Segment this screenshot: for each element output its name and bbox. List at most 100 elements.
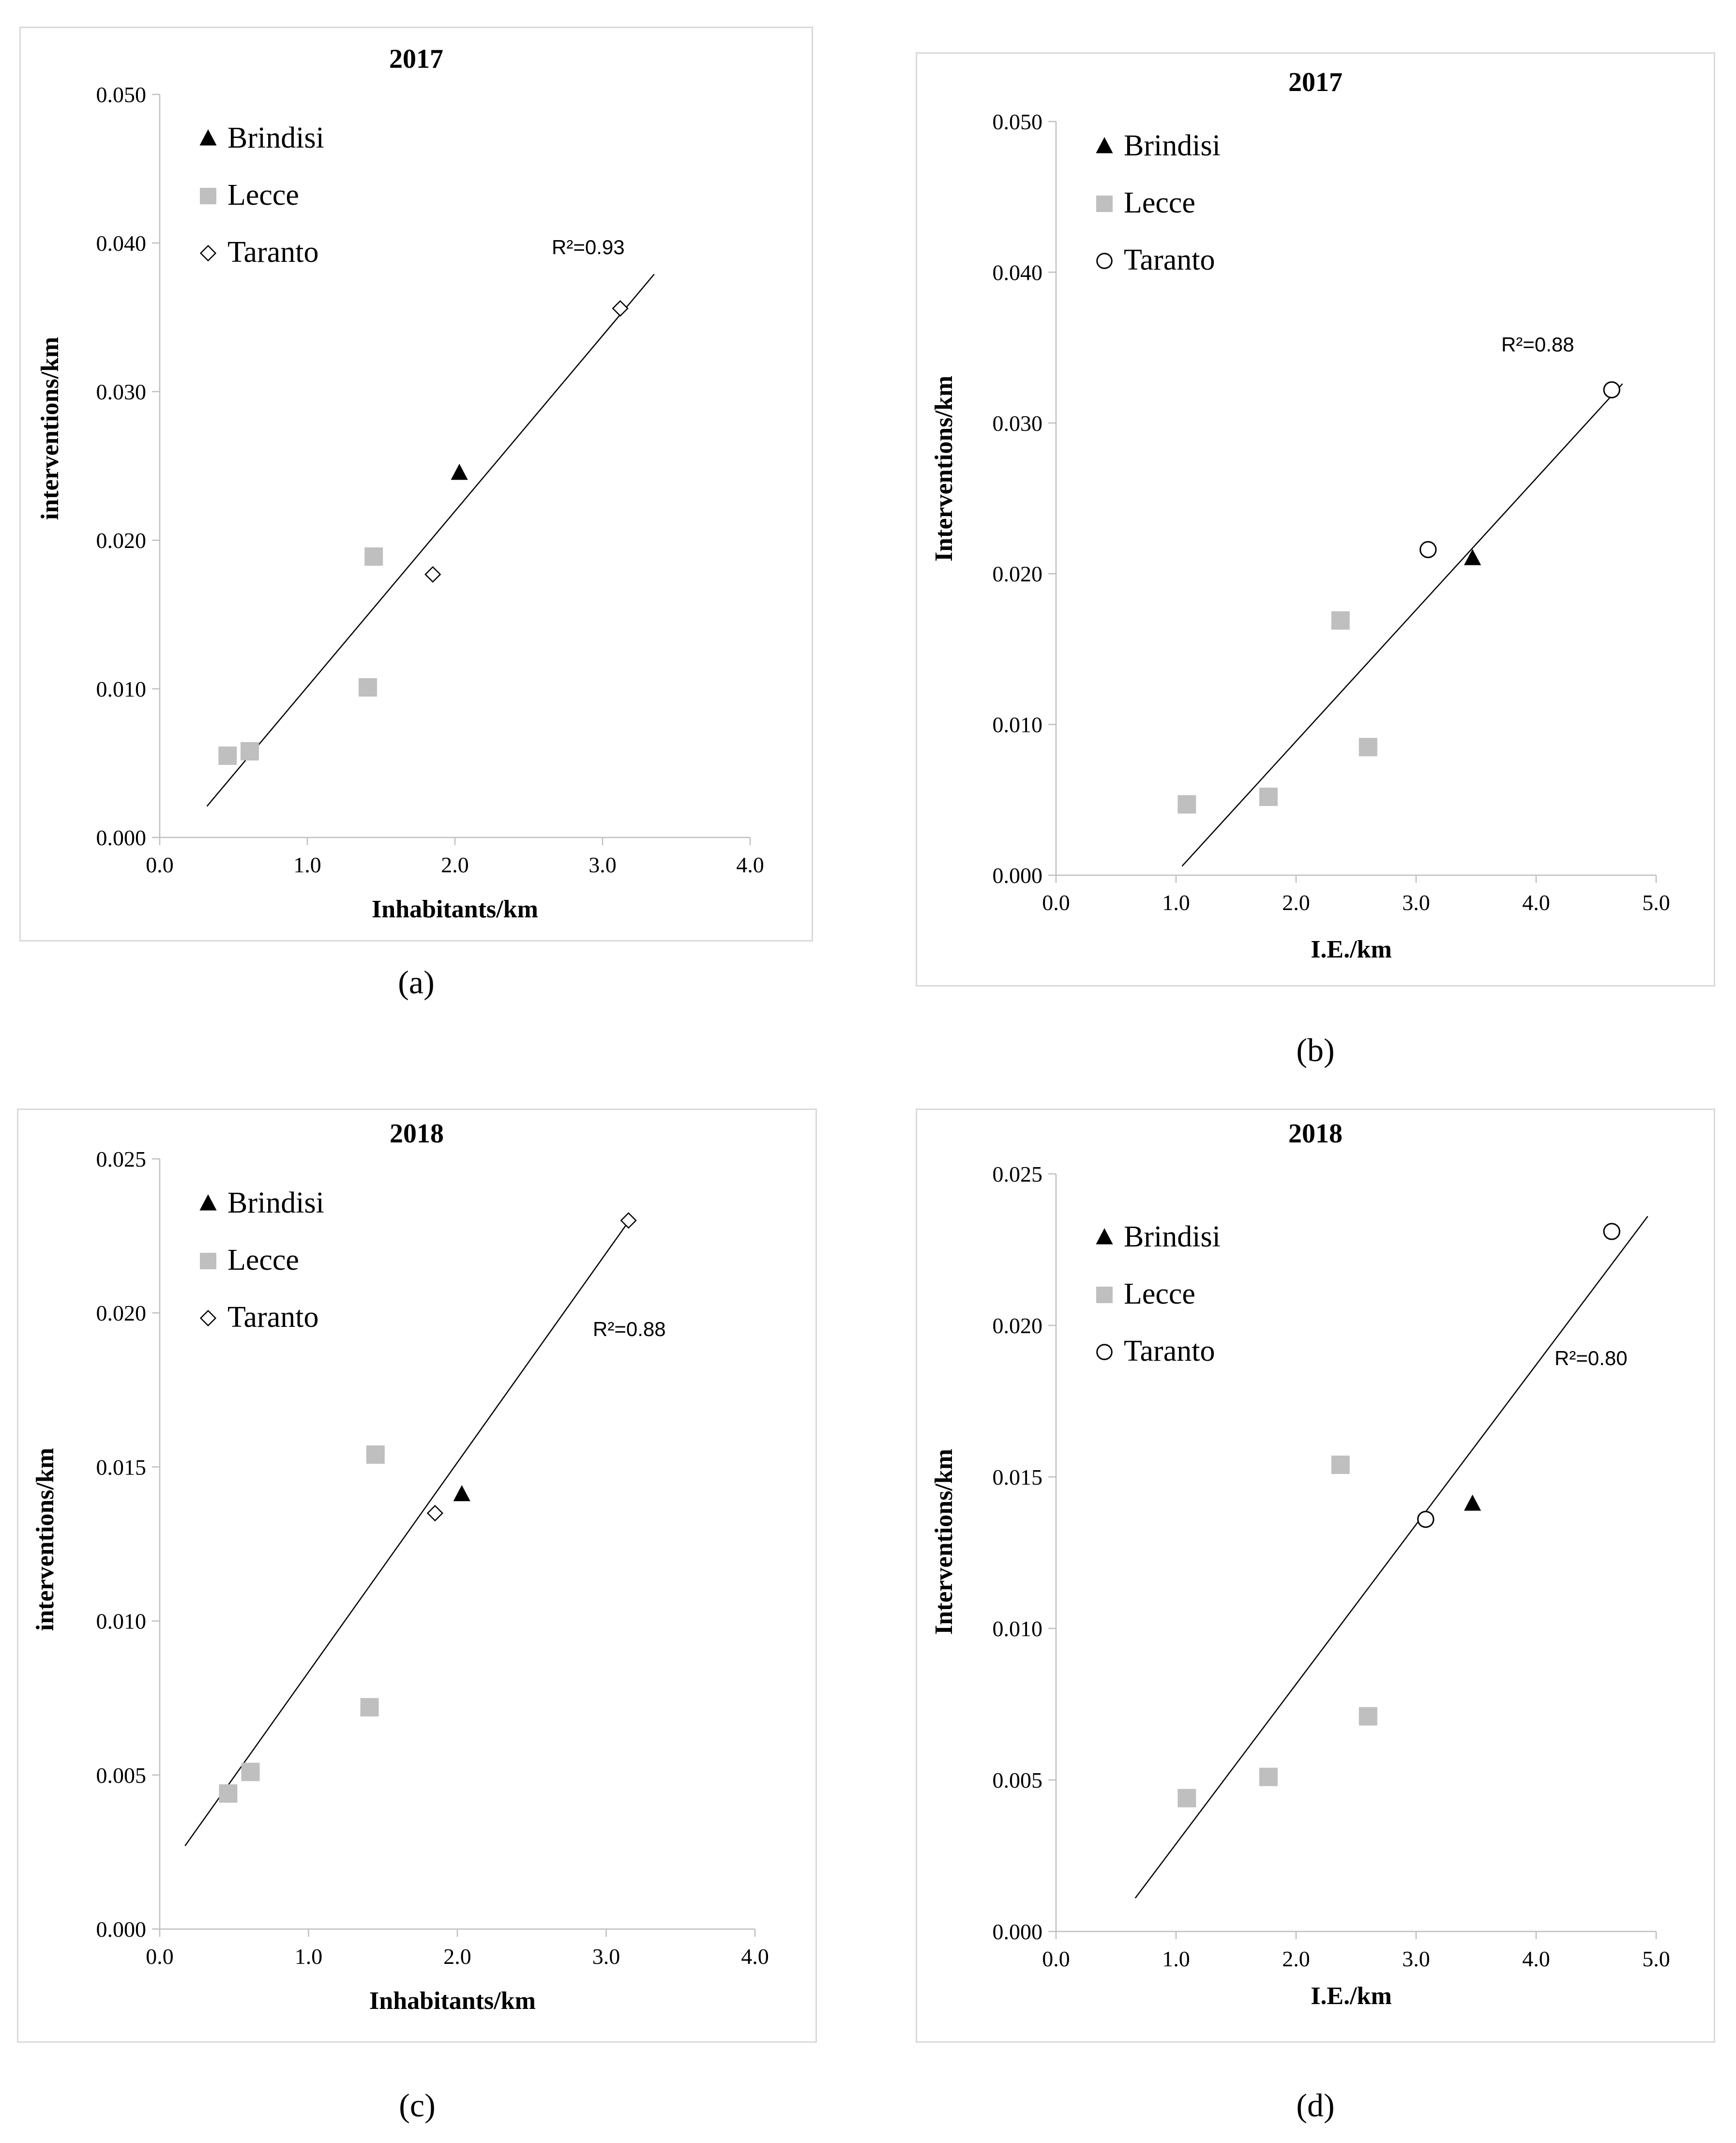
data-point-taranto (1603, 381, 1620, 398)
y-tick-label: 0.010 (993, 713, 1043, 737)
chart-title: 2018 (390, 1119, 444, 1149)
panel-caption-d: (d) (1296, 2087, 1335, 2124)
chart-panel-d: 0.000 0.005 0.010 0.015 0.020 0.025 0.0 1.0 2.0 3… (916, 1109, 1715, 2043)
chart-panel-b: 0.000 0.010 0.020 0.030 0.040 0.050 0.0 1.0 2.0 3… (916, 52, 1715, 987)
data-point-lecce (1177, 795, 1196, 814)
legend-label-brindisi: Brindisi (227, 122, 324, 154)
x-tick-label: 2.0 (1282, 890, 1310, 915)
y-tick-label: 0.000 (96, 825, 147, 850)
y-tick-label: 0.005 (993, 1768, 1043, 1793)
data-point-lecce (241, 1763, 260, 1781)
y-tick-label: 0.010 (96, 1609, 147, 1634)
y-tick-label: 0.005 (96, 1763, 147, 1788)
legend-label-brindisi: Brindisi (1124, 129, 1221, 162)
data-point-taranto (1417, 1510, 1434, 1528)
legend-label-lecce: Lecce (227, 179, 299, 212)
panel-caption-b: (b) (1296, 1032, 1335, 1068)
y-axis-title: interventions/km (36, 337, 64, 520)
y-tick-label: 0.025 (993, 1162, 1043, 1186)
data-point-lecce (360, 1698, 379, 1717)
legend-marker-brindisi (1096, 1228, 1113, 1245)
y-tick-label: 0.000 (993, 863, 1043, 888)
legend-marker-taranto (199, 1309, 217, 1327)
y-tick-label: 0.010 (993, 1616, 1043, 1641)
data-point-lecce (219, 1784, 238, 1803)
data-point-lecce (1259, 1767, 1278, 1786)
legend-label-taranto: Taranto (227, 1301, 318, 1334)
legend-label-brindisi: Brindisi (227, 1186, 324, 1219)
x-tick-label: 0.0 (1042, 1946, 1070, 1971)
x-tick-label: 4.0 (1522, 890, 1550, 915)
trend-line (1181, 383, 1623, 867)
y-tick-label: 0.020 (993, 1313, 1043, 1338)
x-axis-title: Inhabitants/km (369, 1987, 536, 2015)
x-tick-label: 5.0 (1642, 1946, 1670, 1971)
x-tick-label: 5.0 (1642, 890, 1670, 915)
y-tick-label: 0.040 (993, 260, 1043, 285)
x-tick-label: 1.0 (1162, 890, 1190, 915)
legend-label-taranto: Taranto (1124, 243, 1215, 276)
legend-label-lecce: Lecce (227, 1244, 299, 1277)
data-point-taranto (424, 566, 441, 583)
data-point-lecce (1259, 788, 1278, 806)
legend-marker-lecce (1096, 1287, 1113, 1303)
data-point-lecce (218, 746, 237, 765)
y-tick-label: 0.040 (96, 231, 147, 256)
x-tick-label: 4.0 (741, 1944, 769, 1969)
legend-marker-taranto (199, 244, 217, 262)
r-squared-label: R²=0.88 (593, 1318, 666, 1340)
x-tick-label: 2.0 (443, 1944, 471, 1969)
data-point-lecce (364, 547, 383, 566)
x-tick-label: 1.0 (1162, 1946, 1190, 1971)
x-tick-label: 3.0 (1402, 1946, 1430, 1971)
y-axis-title: interventions/km (31, 1448, 59, 1631)
chart-frame (916, 52, 1715, 987)
data-point-taranto (1419, 541, 1437, 559)
trend-line (206, 274, 655, 807)
y-tick-label: 0.020 (96, 1301, 147, 1325)
chart-title: 2018 (1288, 1119, 1343, 1149)
legend-label-taranto: Taranto (227, 236, 318, 269)
legend-label-brindisi: Brindisi (1124, 1220, 1221, 1253)
data-point-lecce (359, 678, 377, 697)
x-tick-label: 3.0 (592, 1944, 620, 1969)
chart-panel-a: 0.000 0.010 0.020 0.030 0.040 0.050 0.0 1.0 2.0 3… (19, 27, 813, 942)
x-tick-label: 2.0 (1282, 1946, 1310, 1971)
data-point-taranto (1603, 1223, 1620, 1240)
y-tick-label: 0.015 (96, 1455, 147, 1479)
chart-frame (17, 1109, 817, 2043)
data-point-lecce (1331, 611, 1350, 630)
chart-title: 2017 (1288, 67, 1343, 97)
x-axis-title: I.E./km (1311, 936, 1392, 963)
data-point-taranto (426, 1505, 444, 1521)
y-tick-label: 0.025 (96, 1147, 147, 1171)
x-tick-label: 0.0 (146, 852, 174, 877)
data-point-brindisi (1464, 549, 1481, 565)
y-tick-label: 0.000 (993, 1919, 1043, 1944)
legend-marker-lecce (200, 188, 216, 204)
trend-line (1134, 1216, 1648, 1899)
legend-marker-lecce (200, 1253, 216, 1269)
data-point-brindisi (453, 1485, 470, 1502)
chart-title: 2017 (389, 44, 443, 74)
chart-panel-c: 0.000 0.005 0.010 0.015 0.020 0.025 0.0 1.0 2.0 3… (17, 1109, 817, 2043)
y-axis-title: Interventions/km (930, 1449, 958, 1635)
y-tick-label: 0.050 (96, 82, 147, 107)
data-point-lecce (366, 1445, 385, 1464)
data-point-brindisi (451, 464, 468, 480)
legend-label-lecce: Lecce (1124, 186, 1195, 219)
legend-marker-taranto (1096, 1344, 1113, 1360)
x-tick-label: 1.0 (295, 1944, 323, 1969)
x-tick-label: 0.0 (1042, 890, 1070, 915)
y-tick-label: 0.020 (96, 528, 147, 553)
y-tick-label: 0.010 (96, 677, 147, 701)
x-tick-label: 4.0 (736, 852, 764, 877)
r-squared-label: R²=0.80 (1555, 1347, 1628, 1369)
y-axis-title: Interventions/km (930, 376, 958, 562)
data-point-taranto (612, 300, 629, 317)
data-point-brindisi (1464, 1494, 1481, 1511)
legend-marker-brindisi (1096, 137, 1113, 153)
r-squared-label: R²=0.88 (1501, 333, 1574, 356)
y-tick-label: 0.030 (96, 380, 147, 404)
trend-line (184, 1217, 632, 1846)
